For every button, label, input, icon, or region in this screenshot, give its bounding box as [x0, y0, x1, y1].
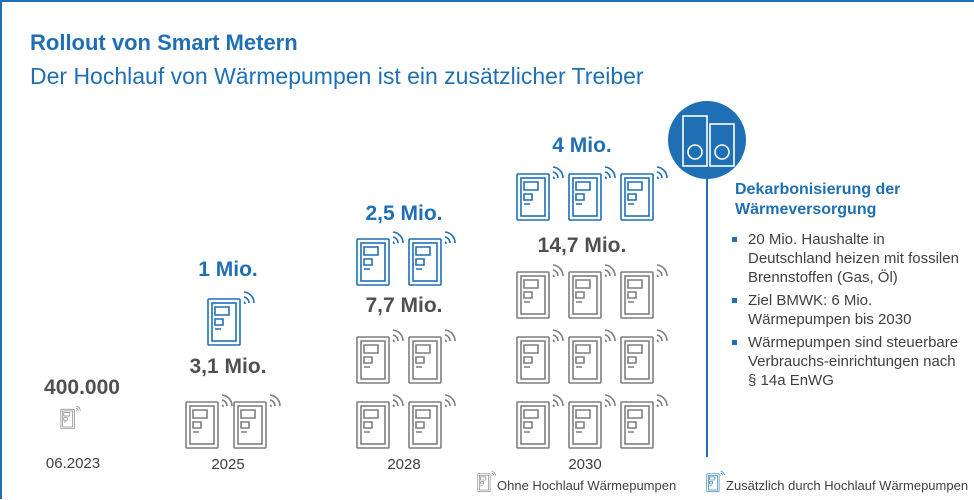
column-year: 2028 — [387, 456, 421, 473]
meter-icon — [356, 329, 404, 384]
meter-icon — [185, 394, 233, 449]
meter-icon — [356, 394, 404, 449]
meter-icon — [568, 166, 616, 221]
meter-icon — [233, 394, 281, 449]
column-total: 7,7 Mio. — [365, 294, 443, 317]
meter-icon — [60, 405, 81, 430]
column-additional: 4 Mio. — [552, 134, 612, 157]
meter-icon — [207, 291, 255, 346]
meter-icon — [516, 329, 564, 384]
meter-icon — [620, 394, 668, 449]
meter-icon — [568, 394, 616, 449]
column-additional: 2,5 Mio. — [365, 202, 443, 225]
column-additional: 1 Mio. — [198, 258, 258, 281]
meter-icon — [408, 231, 456, 286]
meter-icon — [477, 470, 496, 492]
sidebar-list: 20 Mio. Haushalte in Deutschland heizen … — [730, 230, 962, 394]
meter-icon — [620, 264, 668, 319]
column-total: 14,7 Mio. — [537, 234, 627, 257]
title: Rollout von Smart Metern — [30, 30, 298, 55]
column-total: 3,1 Mio. — [189, 355, 267, 378]
column-year: 2030 — [568, 456, 602, 473]
bullet: 20 Mio. Haushalte in Deutschland heizen … — [730, 230, 962, 287]
meter-icon — [706, 470, 725, 492]
column-year: 06.2023 — [45, 455, 101, 472]
heat-pump-icon — [682, 115, 735, 167]
meter-icon — [516, 394, 564, 449]
subtitle: Der Hochlauf von Wärmepumpen ist ein zus… — [30, 63, 644, 89]
column-year: 2025 — [211, 456, 245, 473]
meter-icon — [568, 264, 616, 319]
meter-icon — [620, 329, 668, 384]
legend-label: Ohne Hochlauf Wärmepumpen — [497, 478, 677, 493]
meter-icon — [356, 231, 404, 286]
bullet: Ziel BMWK: 6 Mio. Wärmepumpen bis 2030 — [730, 291, 962, 329]
meter-icon — [568, 329, 616, 384]
meter-icon — [620, 166, 668, 221]
bullet: Wärmepumpen sind steuerbare Verbrauchs-e… — [730, 333, 962, 390]
meter-icon — [408, 329, 456, 384]
meter-icon — [516, 264, 564, 319]
meter-icon — [516, 166, 564, 221]
legend-label: Zusätzlich durch Hochlauf Wärmepumpen — [726, 478, 969, 493]
meter-icon — [408, 394, 456, 449]
column-total: 400.000 — [44, 376, 120, 399]
sidebar-heading: Dekarbonisierung der Wärmeversorgung — [735, 181, 901, 218]
